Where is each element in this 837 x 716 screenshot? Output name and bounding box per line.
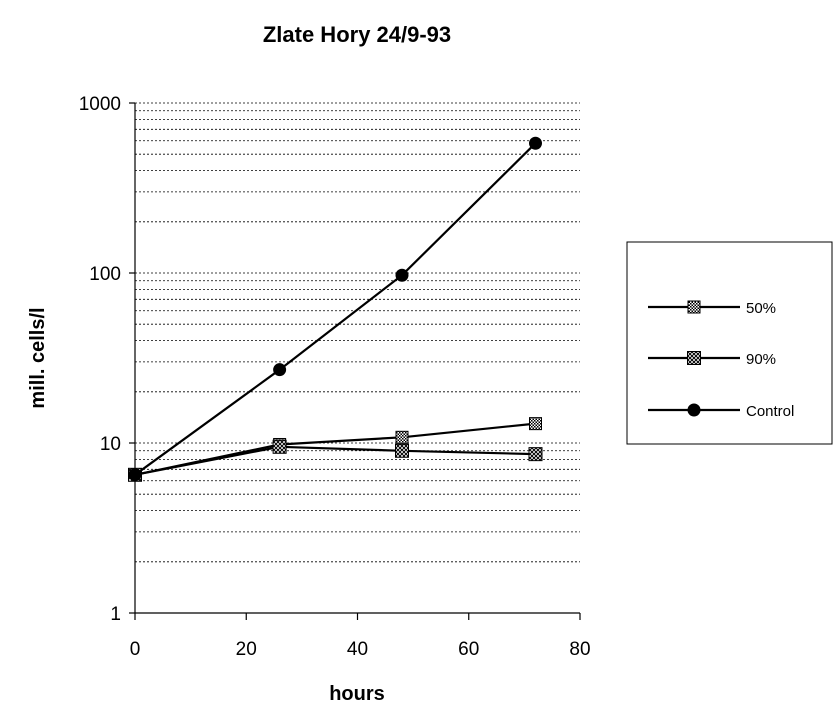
x-tick-label: 0	[130, 639, 141, 660]
y-tick-label: 1000	[79, 94, 121, 115]
x-ticks: 0 20 40 60 80	[130, 613, 591, 660]
y-ticks: 1 10 100 1000	[79, 94, 135, 625]
data-point-50	[395, 430, 409, 444]
legend-marker-control	[687, 403, 701, 417]
data-point-control	[128, 468, 142, 482]
legend-marker-90	[687, 351, 701, 365]
chart-title: Zlate Hory 24/9-93	[263, 22, 451, 47]
legend-label-control: Control	[746, 403, 794, 420]
x-tick-label: 20	[236, 639, 257, 660]
legend-label-50: 50%	[746, 300, 776, 317]
y-tick-label: 10	[100, 434, 121, 455]
series-line-90	[134, 445, 536, 476]
data-point-90	[272, 439, 287, 454]
series-group	[128, 136, 543, 482]
y-tick-label: 1	[110, 604, 121, 625]
series-line-50	[134, 422, 536, 476]
x-axis-label: hours	[329, 683, 385, 705]
series-line-control	[134, 142, 537, 476]
data-point-control	[273, 363, 287, 377]
x-tick-label: 60	[458, 639, 479, 660]
legend-label-90: 90%	[746, 351, 776, 368]
data-point-control	[529, 136, 542, 150]
y-axis-label: mill. cells/l	[27, 307, 49, 408]
legend-marker-50	[687, 300, 701, 314]
x-tick-label: 80	[569, 639, 590, 660]
grid	[135, 102, 580, 563]
y-tick-label: 100	[89, 264, 121, 285]
legend: 50% 90% Control	[626, 241, 833, 445]
data-point-90	[395, 443, 409, 458]
x-tick-label: 40	[347, 639, 368, 660]
data-point-control	[395, 268, 409, 282]
legend-box	[626, 241, 833, 445]
data-point-50	[529, 417, 542, 431]
data-point-90	[528, 447, 543, 462]
